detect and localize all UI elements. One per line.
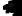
Polygon shape: [9, 5, 10, 6]
Polygon shape: [13, 5, 15, 6]
Ellipse shape: [11, 4, 14, 6]
Text: •: •: [7, 0, 22, 16]
Ellipse shape: [9, 5, 10, 6]
Text: 015: 015: [16, 0, 22, 16]
Text: 100: 100: [16, 0, 22, 16]
Ellipse shape: [13, 5, 14, 6]
Text: 100: 100: [8, 0, 22, 16]
Ellipse shape: [10, 5, 13, 6]
Ellipse shape: [9, 5, 10, 6]
Text: 095: 095: [16, 0, 22, 16]
Text: 095: 095: [10, 0, 22, 16]
Text: 130: 130: [12, 0, 22, 16]
Ellipse shape: [7, 6, 8, 7]
Text: 050: 050: [10, 0, 22, 16]
Ellipse shape: [12, 4, 16, 6]
Text: 020: 020: [16, 0, 22, 16]
Text: 090: 090: [13, 0, 22, 16]
Ellipse shape: [10, 5, 11, 6]
Text: 120: 120: [10, 0, 22, 16]
Polygon shape: [15, 3, 16, 4]
Text: 110: 110: [11, 0, 22, 16]
Polygon shape: [6, 7, 8, 8]
Text: 020: 020: [15, 0, 22, 16]
Text: 040: 040: [11, 0, 22, 16]
Text: 080: 080: [15, 0, 22, 16]
Text: 015: 015: [16, 0, 22, 16]
Text: 16467-003-14: 16467-003-14: [4, 0, 22, 16]
Text: •: •: [7, 0, 22, 16]
Text: 010: 010: [13, 0, 22, 16]
Text: 030: 030: [9, 0, 22, 16]
Ellipse shape: [13, 4, 15, 5]
Polygon shape: [10, 6, 12, 7]
Text: 060: 060: [12, 0, 22, 16]
Ellipse shape: [11, 5, 13, 6]
Text: 130: 130: [7, 0, 22, 16]
Text: 070: 070: [15, 0, 22, 16]
